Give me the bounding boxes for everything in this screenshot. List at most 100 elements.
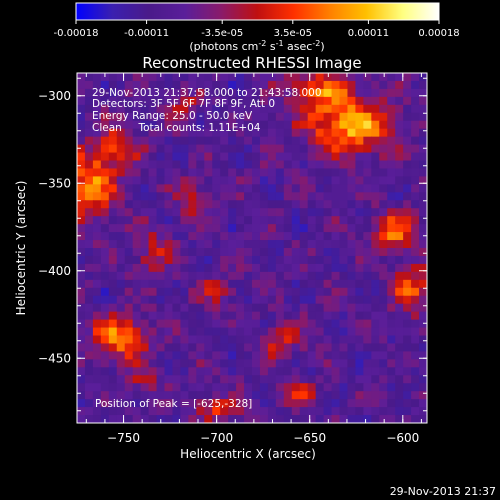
heatmap-cell: [307, 263, 317, 273]
heatmap-cell: [180, 176, 189, 185]
heatmap-cell: [419, 407, 427, 416]
heatmap-cell: [315, 136, 325, 146]
heatmap-cell: [124, 136, 134, 146]
heatmap-cell: [411, 80, 420, 90]
heatmap-cell: [291, 303, 301, 313]
heatmap-cell: [124, 144, 134, 154]
heatmap-cell: [180, 232, 189, 241]
heatmap-cell: [419, 287, 427, 297]
heatmap-cell: [387, 184, 396, 193]
heatmap-cell: [172, 152, 181, 162]
heatmap-cell: [267, 351, 277, 360]
heatmap-cell: [140, 359, 150, 368]
heatmap-cell: [236, 311, 245, 321]
heatmap-cell: [77, 136, 86, 146]
heatmap-cell: [180, 144, 189, 154]
heatmap-cell: [156, 104, 166, 114]
heatmap-cell: [156, 263, 166, 273]
heatmap-cell: [283, 327, 293, 337]
heatmap-cell: [132, 351, 142, 360]
heatmap-cell: [228, 367, 237, 376]
heatmap-cell: [188, 192, 197, 201]
heatmap-cell: [283, 359, 293, 368]
heatmap-cell: [84, 128, 94, 138]
heatmap-cell: [124, 343, 134, 352]
heatmap-cell: [156, 375, 166, 384]
heatmap-cell: [339, 351, 349, 360]
heatmap-cell: [220, 136, 229, 146]
heatmap-cell: [252, 136, 261, 146]
heatmap-cell: [307, 96, 317, 106]
heatmap-cell: [275, 176, 285, 185]
heatmap-cell: [220, 391, 229, 400]
heatmap-cell: [379, 399, 388, 408]
heatmap-cell: [283, 96, 293, 106]
heatmap-cell: [363, 88, 372, 98]
heatmap-cell: [307, 240, 317, 249]
heatmap-cell: [411, 391, 420, 400]
heatmap-cell: [411, 160, 420, 170]
heatmap-cell: [339, 112, 349, 122]
heatmap-cell: [188, 240, 197, 249]
heatmap-cell: [188, 80, 197, 90]
heatmap-cell: [411, 144, 420, 154]
heatmap-cell: [275, 192, 285, 201]
heatmap-cell: [283, 152, 293, 162]
heatmap-cell: [156, 152, 166, 162]
heatmap-cell: [180, 152, 189, 162]
heatmap-cell: [108, 160, 118, 170]
heatmap-cell: [116, 415, 126, 423]
heatmap-cell: [371, 415, 380, 423]
heatmap-cell: [84, 263, 94, 273]
heatmap-cell: [299, 407, 309, 416]
heatmap-cell: [180, 112, 189, 122]
heatmap-cell: [124, 200, 134, 209]
heatmap-cell: [156, 176, 166, 185]
heatmap-cell: [275, 224, 285, 233]
heatmap-cell: [267, 359, 277, 368]
heatmap-cell: [140, 208, 150, 217]
heatmap-cell: [220, 279, 229, 289]
heatmap-cell: [387, 88, 396, 98]
heatmap-cell: [116, 383, 126, 392]
heatmap-cell: [379, 359, 388, 368]
heatmap-cell: [140, 240, 150, 249]
heatmap-cell: [156, 335, 166, 345]
heatmap-cell: [84, 208, 94, 217]
heatmap-cell: [180, 216, 189, 225]
heatmap-cell: [419, 224, 427, 233]
heatmap-cell: [108, 351, 118, 360]
heatmap-cell: [307, 343, 317, 352]
heatmap-cell: [403, 88, 412, 98]
heatmap-cell: [275, 391, 285, 400]
heatmap-cell: [164, 375, 174, 384]
heatmap-cell: [164, 184, 174, 193]
heatmap-cell: [363, 160, 372, 170]
heatmap-cell: [84, 112, 94, 122]
heatmap-cell: [363, 407, 372, 416]
heatmap-cell: [116, 176, 126, 185]
heatmap-cell: [331, 160, 341, 170]
heatmap-cell: [267, 335, 277, 345]
heatmap-cell: [148, 224, 158, 233]
heatmap-cell: [323, 295, 333, 305]
heatmap-cell: [244, 327, 253, 337]
heatmap-cell: [267, 367, 277, 376]
heatmap-cell: [92, 391, 102, 400]
heatmap-cell: [116, 184, 126, 193]
heatmap-cell: [259, 73, 269, 82]
heatmap-cell: [355, 295, 364, 305]
heatmap-cell: [371, 255, 380, 265]
heatmap-cell: [220, 367, 229, 376]
heatmap-cell: [283, 343, 293, 352]
heatmap-cell: [220, 359, 229, 368]
heatmap-cell: [339, 88, 349, 98]
heatmap-cell: [275, 104, 285, 114]
heatmap-cell: [419, 271, 427, 281]
heatmap-cell: [188, 112, 197, 122]
heatmap-cell: [156, 200, 166, 209]
heatmap-cell: [252, 144, 261, 154]
heatmap-cell: [228, 168, 237, 177]
heatmap-cell: [204, 248, 213, 257]
heatmap-cell: [299, 192, 309, 201]
